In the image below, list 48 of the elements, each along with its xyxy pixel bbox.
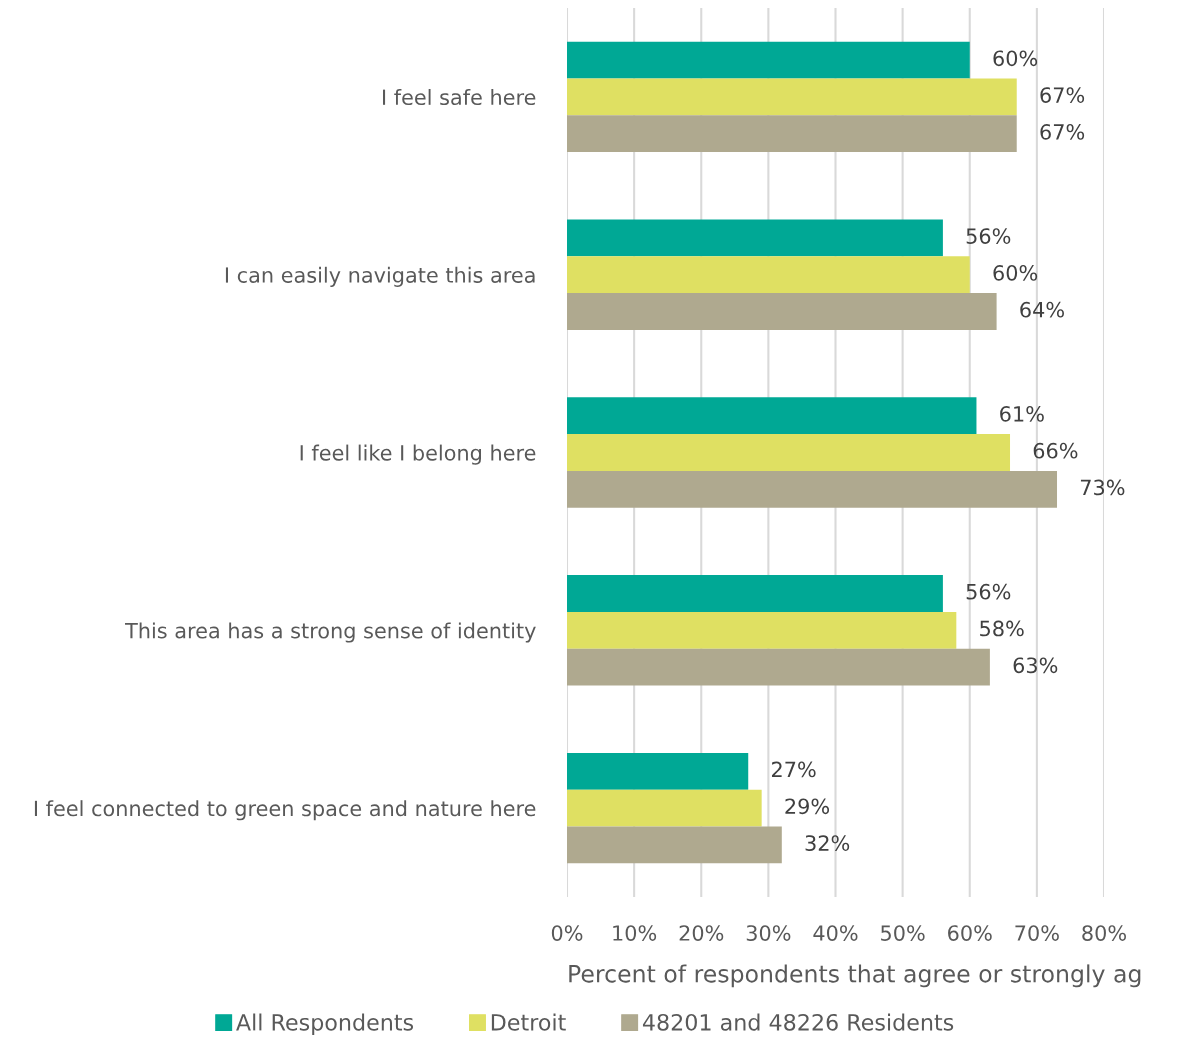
- x-tick-label: 0%: [551, 925, 583, 941]
- data-label: 63%: [1013, 657, 1058, 674]
- legend-label: Detroit: [491, 1013, 566, 1031]
- data-label: 64%: [1020, 301, 1064, 318]
- bar: [567, 78, 1017, 116]
- y-tick-label: I feel like I belong here: [300, 444, 536, 465]
- data-label: 56%: [966, 228, 1011, 244]
- x-axis-title: Percent of respondents that agree or strongly ag: [569, 964, 1141, 988]
- y-tick-label: This area has a strong sense of identity: [125, 622, 536, 643]
- y-tick-label: I can easily navigate this area: [225, 266, 535, 287]
- bar: [567, 826, 782, 864]
- bar: [567, 293, 997, 330]
- data-label: 60%: [993, 264, 1038, 281]
- x-tick-label: 40%: [813, 925, 858, 941]
- y-tick-label: I feel connected to green space and nature here: [34, 800, 536, 821]
- x-tick-label: 70%: [1015, 925, 1059, 941]
- y-tick-label: I feel safe here: [383, 88, 536, 106]
- x-tick-label: 50%: [881, 925, 925, 941]
- bar: [567, 219, 943, 257]
- x-tick-label: 10%: [613, 925, 657, 941]
- bar: [567, 752, 749, 790]
- data-label: 61%: [1000, 405, 1044, 422]
- bar: [567, 575, 943, 612]
- bar: [567, 648, 990, 686]
- data-label: 60%: [993, 50, 1038, 67]
- x-tick-label: 80%: [1082, 925, 1126, 941]
- data-label: 56%: [966, 583, 1011, 600]
- legend-label: All Respondents: [236, 1013, 414, 1035]
- data-label: 32%: [805, 835, 850, 851]
- bar: [567, 789, 762, 827]
- x-tick-label: 60%: [948, 925, 992, 941]
- x-tick-label: 30%: [746, 925, 791, 941]
- bar: [567, 470, 1058, 508]
- data-label: 29%: [785, 798, 830, 815]
- data-label: 27%: [771, 761, 816, 778]
- bar: [567, 434, 1011, 471]
- bar: [567, 397, 977, 435]
- bar: [567, 611, 957, 649]
- bar: [567, 256, 970, 294]
- data-label: 67%: [1040, 87, 1085, 103]
- legend-label: 48201 and 48226 Residents: [642, 1013, 954, 1031]
- x-tick-label: 20%: [679, 925, 724, 941]
- bar: [567, 115, 1017, 153]
- data-label: 67%: [1040, 123, 1085, 140]
- data-label: 58%: [980, 620, 1024, 637]
- data-label: 66%: [1033, 442, 1078, 459]
- bar: [567, 41, 970, 79]
- data-label: 73%: [1080, 479, 1125, 496]
